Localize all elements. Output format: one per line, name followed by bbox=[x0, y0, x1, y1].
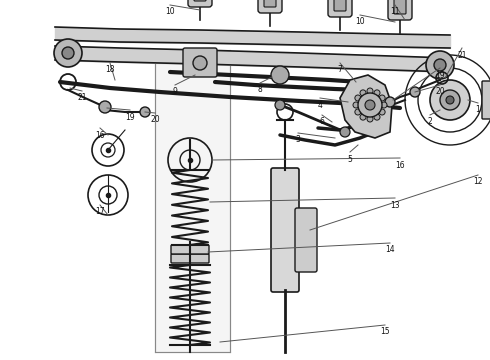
Text: 16: 16 bbox=[95, 130, 105, 139]
Circle shape bbox=[410, 87, 420, 97]
Text: 10: 10 bbox=[165, 8, 175, 17]
Circle shape bbox=[367, 88, 373, 94]
Text: 20: 20 bbox=[150, 116, 160, 125]
Circle shape bbox=[99, 101, 111, 113]
Text: 21: 21 bbox=[77, 94, 87, 103]
FancyBboxPatch shape bbox=[188, 0, 212, 7]
Circle shape bbox=[379, 95, 385, 101]
Text: 13: 13 bbox=[390, 201, 400, 210]
Text: 21: 21 bbox=[457, 50, 467, 59]
Text: 19: 19 bbox=[435, 71, 445, 80]
Text: 1: 1 bbox=[476, 105, 480, 114]
Text: 5: 5 bbox=[347, 156, 352, 165]
Text: 20: 20 bbox=[435, 87, 445, 96]
Circle shape bbox=[367, 116, 373, 122]
FancyBboxPatch shape bbox=[388, 0, 412, 20]
Polygon shape bbox=[155, 50, 230, 352]
Text: 9: 9 bbox=[172, 87, 177, 96]
Circle shape bbox=[140, 107, 150, 117]
FancyBboxPatch shape bbox=[264, 0, 276, 7]
Text: 8: 8 bbox=[258, 85, 262, 94]
Circle shape bbox=[340, 127, 350, 137]
Polygon shape bbox=[340, 75, 392, 138]
Circle shape bbox=[54, 39, 82, 67]
Circle shape bbox=[381, 102, 387, 108]
Circle shape bbox=[430, 80, 470, 120]
Text: 19: 19 bbox=[125, 112, 135, 122]
Text: 11: 11 bbox=[390, 8, 400, 17]
Text: 2: 2 bbox=[428, 117, 432, 126]
Circle shape bbox=[275, 100, 285, 110]
FancyBboxPatch shape bbox=[258, 0, 282, 13]
FancyBboxPatch shape bbox=[295, 208, 317, 272]
Circle shape bbox=[426, 51, 454, 79]
FancyBboxPatch shape bbox=[271, 168, 299, 292]
Text: 3: 3 bbox=[295, 135, 300, 144]
FancyBboxPatch shape bbox=[171, 254, 209, 263]
Text: 12: 12 bbox=[473, 177, 483, 186]
Text: 18: 18 bbox=[105, 66, 115, 75]
Circle shape bbox=[355, 109, 361, 115]
Text: 17: 17 bbox=[95, 207, 105, 216]
Circle shape bbox=[440, 90, 460, 110]
FancyBboxPatch shape bbox=[394, 0, 406, 14]
Text: 10: 10 bbox=[355, 18, 365, 27]
FancyBboxPatch shape bbox=[171, 245, 209, 254]
Circle shape bbox=[360, 114, 366, 120]
FancyBboxPatch shape bbox=[183, 48, 217, 77]
Text: 7: 7 bbox=[338, 66, 343, 75]
Circle shape bbox=[62, 47, 74, 59]
Circle shape bbox=[360, 90, 366, 96]
Circle shape bbox=[365, 100, 375, 110]
Circle shape bbox=[353, 102, 359, 108]
Circle shape bbox=[271, 66, 289, 84]
Circle shape bbox=[385, 97, 395, 107]
Circle shape bbox=[374, 90, 380, 96]
Circle shape bbox=[379, 109, 385, 115]
Text: 6: 6 bbox=[319, 117, 324, 126]
Circle shape bbox=[446, 96, 454, 104]
Text: 4: 4 bbox=[318, 100, 322, 109]
Circle shape bbox=[355, 95, 361, 101]
FancyBboxPatch shape bbox=[328, 0, 352, 17]
FancyBboxPatch shape bbox=[482, 81, 490, 119]
Text: 16: 16 bbox=[395, 161, 405, 170]
Circle shape bbox=[434, 59, 446, 71]
Circle shape bbox=[358, 93, 382, 117]
Text: 14: 14 bbox=[385, 246, 395, 255]
FancyBboxPatch shape bbox=[194, 0, 206, 1]
FancyBboxPatch shape bbox=[334, 0, 346, 11]
Text: 15: 15 bbox=[380, 328, 390, 337]
Circle shape bbox=[193, 56, 207, 70]
Circle shape bbox=[374, 114, 380, 120]
